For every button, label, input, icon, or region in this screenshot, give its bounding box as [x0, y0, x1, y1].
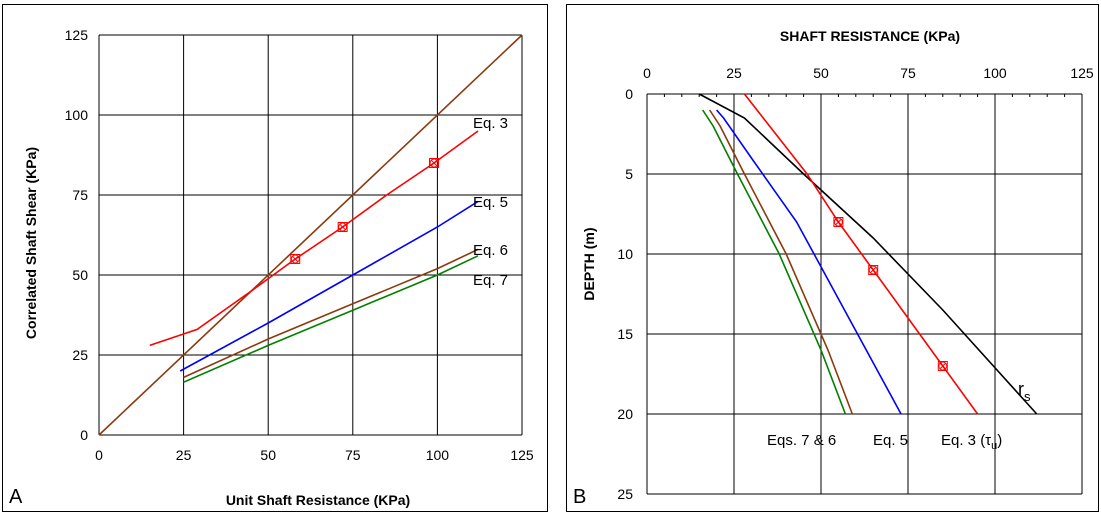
series-label-rs-sub: s [1024, 389, 1031, 404]
x-tick-label: 125 [510, 447, 534, 463]
series-label-eqs76: Eqs. 7 & 6 [767, 432, 836, 449]
series-label-eq3: Eq. 3 (τu) [941, 432, 1002, 452]
series-label-eq3-close: ) [997, 432, 1002, 449]
data-marker-circle [429, 158, 439, 168]
y-tick-label: 0 [80, 427, 88, 443]
series-label-eq3: Eq. 3 [473, 115, 508, 132]
y-tick-label: 15 [617, 326, 633, 342]
grid [98, 34, 523, 436]
y-tick-label: 75 [72, 187, 88, 203]
y-tick-label: 10 [617, 246, 633, 262]
data-marker-circle [338, 222, 348, 232]
series-line-eq7 [183, 255, 479, 383]
x-tick-label: 75 [900, 65, 916, 81]
y-axis-label: DEPTH (m) [581, 227, 597, 300]
series-line-eq7 [702, 109, 847, 415]
data-marker-circle [868, 265, 878, 275]
series-line-eq5 [715, 109, 902, 415]
series-label-eq3-sub: u [991, 440, 997, 452]
x-tick-label: 0 [95, 447, 103, 463]
grid [646, 93, 1083, 495]
x-tick-label: 100 [983, 65, 1007, 81]
data-marker-circle [290, 254, 300, 264]
series-group [698, 93, 1038, 415]
series-label-eq5: Eq. 5 [873, 432, 908, 449]
y-axis-label: Correlated Shaft Shear (KPa) [23, 147, 39, 339]
panel-a: 0 25 50 75 100 125 0 25 50 75 100 125 Eq. 3 Eq. 5 Eq.… [2, 4, 548, 512]
panel-letter-a: A [9, 486, 23, 508]
series-line-eq6 [183, 248, 479, 379]
y-tick-label: 125 [65, 27, 89, 43]
series-label-eq5: Eq. 5 [473, 194, 508, 211]
x-tick-label: 50 [813, 65, 829, 81]
x-tick-label: 25 [726, 65, 742, 81]
x-tick-label: 100 [426, 447, 450, 463]
series-line-oneToOne [98, 34, 523, 436]
series-line-eq6 [708, 109, 854, 415]
series-line-eq5 [179, 200, 479, 372]
series-group [98, 34, 523, 436]
series-label-rs: rs [1018, 379, 1031, 404]
data-marker-cross [339, 223, 347, 231]
series-labels: Eqs. 7 & 6 Eq. 5 Eq. 3 (τu) rs [767, 379, 1031, 452]
y-tick-label: 50 [72, 267, 88, 283]
x-axis-label: Unit Shaft Resistance (KPa) [226, 492, 410, 508]
panel-letter-b: B [573, 486, 587, 508]
x-tick-label: 125 [1070, 65, 1094, 81]
y-tick-label: 100 [65, 107, 89, 123]
y-tick-label: 20 [617, 406, 633, 422]
series-label-eq6: Eq. 6 [473, 242, 508, 259]
data-marker-cross [835, 218, 842, 226]
x-tick-label: 50 [260, 447, 276, 463]
x-tick-label: 25 [176, 447, 192, 463]
series-line-eq3 [149, 130, 479, 347]
series-labels: Eq. 3 Eq. 5 Eq. 6 Eq. 7 [473, 115, 508, 289]
data-marker-cross [869, 266, 877, 274]
data-marker-circle [938, 361, 948, 371]
y-tick-label: 5 [625, 166, 633, 182]
y-tick-label: 25 [72, 347, 88, 363]
x-tick-label: 0 [643, 65, 651, 81]
data-marker-cross [939, 362, 947, 370]
y-tick-label: 25 [617, 486, 633, 502]
tick-labels: 0 25 50 75 100 125 0 5 10 15 20 25 [617, 65, 1093, 502]
data-marker-circle [833, 217, 843, 227]
series-label-eq7: Eq. 7 [473, 272, 508, 289]
data-marker-cross [291, 255, 299, 263]
data-marker-cross [430, 159, 438, 167]
x-tick-label: 75 [345, 447, 361, 463]
series-line-rs [698, 93, 1038, 415]
chart-title: SHAFT RESISTANCE (KPa) [780, 28, 960, 44]
y-tick-label: 0 [625, 86, 633, 102]
tick-labels: 0 25 50 75 100 125 0 25 50 75 100 125 [65, 27, 534, 463]
